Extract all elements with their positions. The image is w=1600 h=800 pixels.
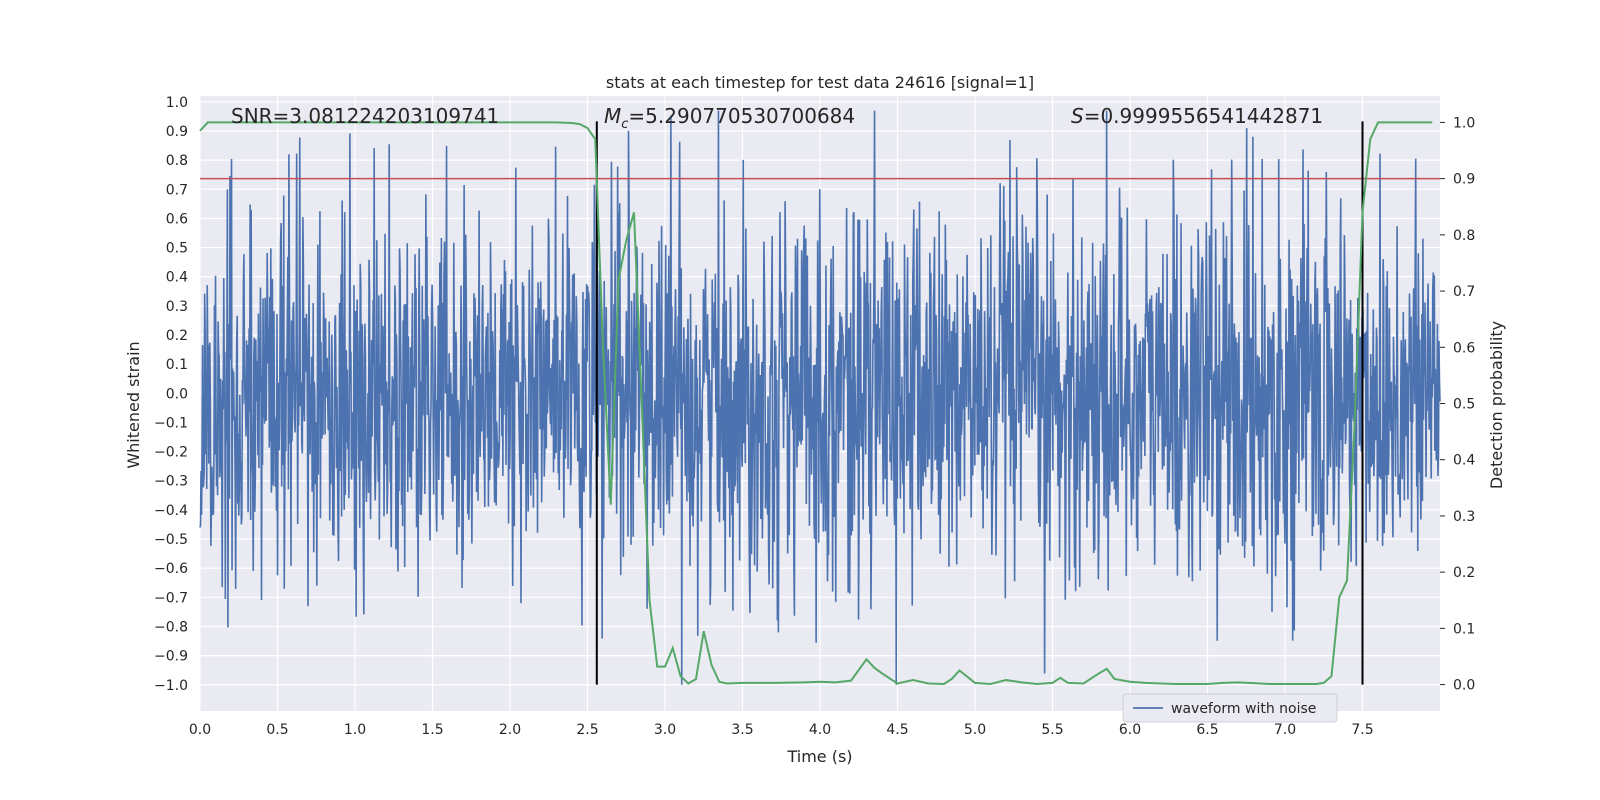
y-tick-label: 0.6 xyxy=(166,211,188,227)
x-tick-label: 3.0 xyxy=(654,722,676,738)
x-tick-label: 4.5 xyxy=(886,722,908,738)
y2-tick-label: 0.9 xyxy=(1453,172,1475,188)
x-tick-label: 1.5 xyxy=(421,722,443,738)
y-tick-label: 0.9 xyxy=(166,124,188,140)
series-waveform-with-noise xyxy=(199,110,1441,685)
overlay-lines xyxy=(199,121,1440,686)
annotation-s-symbol: S xyxy=(1071,104,1084,128)
y2-tick-label: 0.6 xyxy=(1453,340,1475,356)
y-tick-label: −0.9 xyxy=(154,649,188,665)
y-tick-label: 0.7 xyxy=(166,182,188,198)
chart-title: stats at each timestep for test data 246… xyxy=(606,73,1034,92)
annotation-s: S=0.9999556541442871 xyxy=(1071,104,1323,128)
y-axis-label: Whitened strain xyxy=(124,341,143,468)
y-tick-label: −0.2 xyxy=(154,445,188,461)
y2-tick-label: 0.8 xyxy=(1453,228,1475,244)
y-tick-label: −0.8 xyxy=(154,619,188,635)
y-tick-label: −0.1 xyxy=(154,415,188,431)
y2-tick-label: 0.4 xyxy=(1453,453,1475,469)
y-tick-label: 1.0 xyxy=(166,95,188,111)
x-tick-label: 7.0 xyxy=(1274,722,1296,738)
legend-label-waveform: waveform with noise xyxy=(1171,701,1316,717)
y-tick-label: 0.3 xyxy=(166,299,188,315)
x-tick-label: 0.0 xyxy=(189,722,211,738)
y-tick-label: 0.5 xyxy=(166,241,188,257)
y2-axis-label: Detection probability xyxy=(1487,321,1506,489)
annotation-chirp-mass: Mc=5.290770530700684 xyxy=(604,104,855,132)
x-tick-label: 4.0 xyxy=(809,722,831,738)
y2-tick-label: 0.0 xyxy=(1453,678,1475,694)
y2-tick-label: 0.3 xyxy=(1453,509,1475,525)
legend: waveform with noise xyxy=(1122,693,1338,723)
y-tick-label: −0.7 xyxy=(154,590,188,606)
x-tick-label: 0.5 xyxy=(266,722,288,738)
y-tick-label: 0.8 xyxy=(166,153,188,169)
annotation-mc-symbol: M xyxy=(604,104,621,128)
legend-box xyxy=(1122,693,1338,723)
x-tick-label: 6.0 xyxy=(1119,722,1141,738)
y-tick-label: −0.3 xyxy=(154,474,188,490)
x-tick-label: 5.5 xyxy=(1041,722,1063,738)
x-tick-label: 2.0 xyxy=(499,722,521,738)
y-tick-label: 0.1 xyxy=(166,357,188,373)
x-tick-label: 1.0 xyxy=(344,722,366,738)
y-tick-label: −0.6 xyxy=(154,561,188,577)
detection-probability-line xyxy=(199,121,1433,686)
x-tick-label: 5.0 xyxy=(964,722,986,738)
annotation-mc-subscript: c xyxy=(621,117,628,132)
annotation-mc-value: =5.290770530700684 xyxy=(628,104,855,128)
x-tick-label: 3.5 xyxy=(731,722,753,738)
annotation-s-value: =0.9999556541442871 xyxy=(1084,104,1323,128)
y2-tick-label: 1.0 xyxy=(1453,115,1475,131)
tick-labels: 0.0 0.5 1.0 1.5 2.0 2.5 3.0 3.5 4.0 4.5 5.0 5.5 6.0 6… xyxy=(154,95,1475,738)
x-axis-label: Time (s) xyxy=(786,747,852,766)
y-tick-label: −0.5 xyxy=(154,532,188,548)
x-tick-label: 7.5 xyxy=(1351,722,1373,738)
y-tick-label: 0.2 xyxy=(166,328,188,344)
x-tick-label: 6.5 xyxy=(1196,722,1218,738)
y-tick-label: 0.0 xyxy=(166,386,188,402)
y2-tick-label: 0.1 xyxy=(1453,621,1475,637)
y-tick-label: 0.4 xyxy=(166,270,188,286)
x-tick-label: 2.5 xyxy=(576,722,598,738)
annotation-snr: SNR=3.081224203109741 xyxy=(231,104,499,128)
y2-tick-label: 0.2 xyxy=(1453,565,1475,581)
waveform-line xyxy=(199,110,1441,685)
y2-tick-label: 0.7 xyxy=(1453,284,1475,300)
y-tick-label: −1.0 xyxy=(154,678,188,694)
y-tick-label: −0.4 xyxy=(154,503,188,519)
y2-tick-label: 0.5 xyxy=(1453,397,1475,413)
